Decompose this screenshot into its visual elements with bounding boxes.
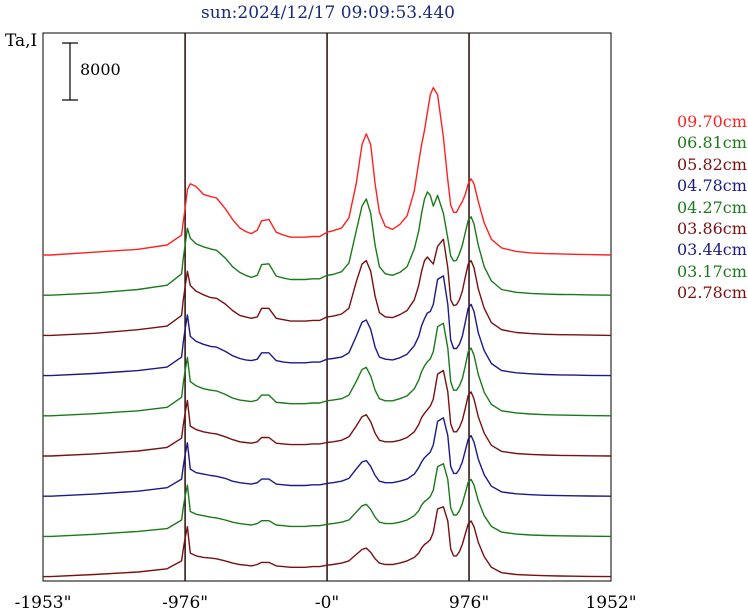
series-line-04.27cm [43,322,612,417]
legend-entry: 09.70cm [677,112,747,131]
legend: 09.70cm 06.81cm 05.82cm 04.78cm 04.27cm 03.86… [677,111,747,304]
x-tick-label: 976" [448,593,490,613]
series-line-03.44cm [43,417,612,497]
series-line-03.86cm [43,369,612,457]
x-tick-label: -0" [314,593,340,613]
series-line-05.82cm [43,238,612,337]
legend-entry: 02.78cm [677,283,747,303]
series-layer [43,86,612,578]
series-line-03.17cm [43,463,612,538]
chart-title: sun:2024/12/17 09:09:53.440 [201,3,455,23]
y-axis-label: Ta,I [5,31,38,51]
series-line-02.78cm [43,506,612,578]
legend-entry: 03.44cm [677,240,747,260]
x-tick-label: -976" [162,593,209,613]
series-line-04.78cm [43,275,612,377]
legend-entry: 04.27cm [677,197,747,217]
scale-bar-label: 8000 [80,60,121,79]
series-line-06.81cm [43,191,612,296]
legend-entry: 06.81cm [677,133,747,153]
scale-bar [62,42,78,101]
x-tick-label: 1952" [585,593,637,613]
legend-entry: 03.86cm [677,219,747,239]
legend-entry: 05.82cm [677,154,747,174]
legend-entry: 04.78cm [677,176,747,196]
series-line-09.70cm [43,86,612,256]
x-tick-label: -1953" [14,593,72,613]
legend-entry: 03.17cm [677,261,747,281]
